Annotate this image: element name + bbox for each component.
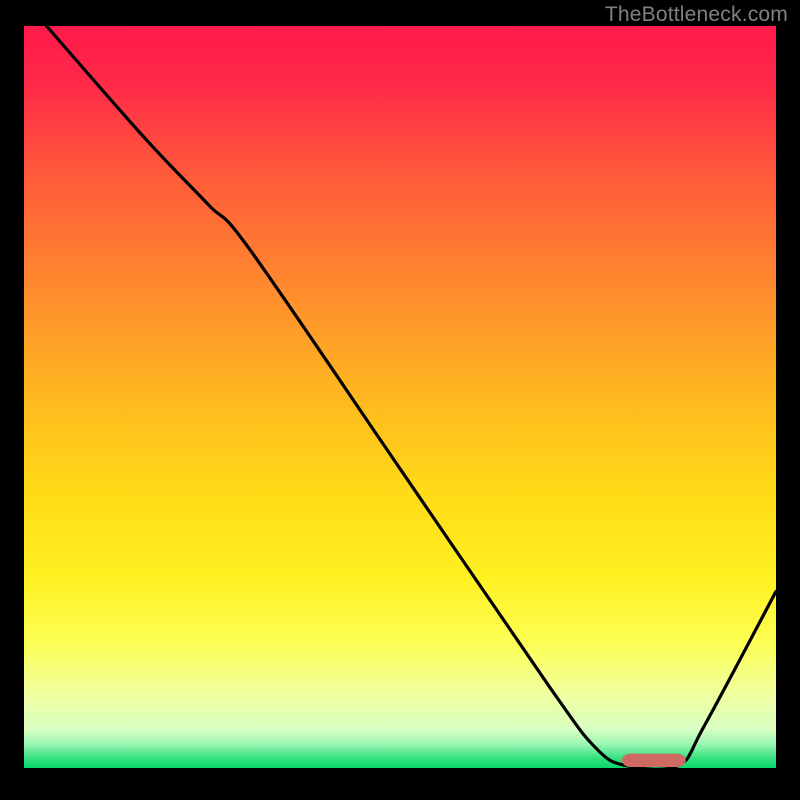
bottleneck-chart: [0, 0, 800, 800]
watermark-text: TheBottleneck.com: [605, 3, 788, 27]
gradient-plot-area: [24, 26, 776, 770]
chart-container: { "watermark": "TheBottleneck.com", "cha…: [0, 0, 800, 800]
optimal-range-marker: [622, 754, 686, 767]
